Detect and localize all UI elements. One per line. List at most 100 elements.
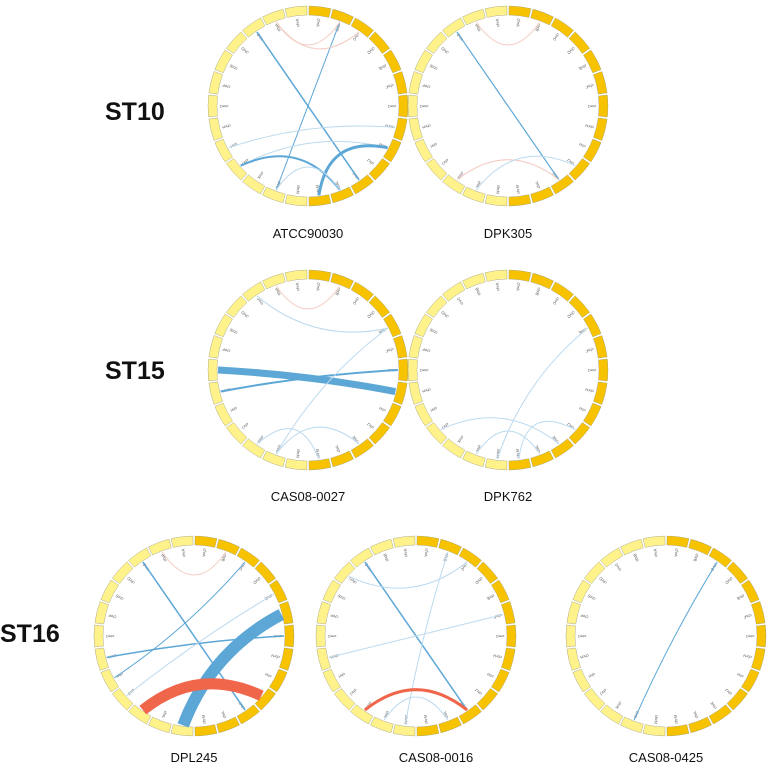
link-blue bbox=[217, 366, 397, 395]
chromosome-label: chrM bbox=[295, 449, 301, 458]
chromosome-segment bbox=[426, 422, 448, 445]
chromosome-label: chrF bbox=[221, 347, 231, 354]
chromosome-label: chrL bbox=[533, 179, 541, 189]
chromosome-segment bbox=[407, 94, 418, 118]
chromosome-label: chrD bbox=[566, 46, 576, 55]
chromosome-segment bbox=[370, 538, 394, 556]
chromosome-segment bbox=[598, 94, 609, 118]
chromosome-label: chrG bbox=[106, 634, 115, 639]
chromosome-label: chrA bbox=[424, 548, 430, 557]
chromosome-label: chrL bbox=[475, 444, 483, 454]
chromosome-segment bbox=[284, 194, 308, 207]
chromosome-segment bbox=[208, 117, 223, 141]
chromosome-segment bbox=[242, 438, 266, 459]
chromosome-segment bbox=[308, 269, 332, 282]
chromosome-label: chrL bbox=[333, 443, 341, 453]
chromosome-label: chrB bbox=[692, 553, 700, 563]
chromosome-label: chrD bbox=[126, 576, 136, 585]
plot-caption: CAS08-0027 bbox=[270, 489, 346, 504]
chromosome-label: chrJ bbox=[566, 158, 575, 167]
chromosome-segment bbox=[751, 647, 766, 671]
chromosome-segment bbox=[593, 117, 608, 141]
chromosome-segment bbox=[93, 624, 104, 648]
chromosome-segment bbox=[128, 704, 152, 725]
chromosome-label: chrD bbox=[440, 46, 450, 55]
chromosome-segment bbox=[148, 538, 172, 556]
chromosome-segment bbox=[566, 601, 581, 625]
chromosome-label: chrM bbox=[495, 185, 501, 194]
chromosome-label: chrD bbox=[474, 576, 484, 585]
chromosome-segment bbox=[383, 49, 402, 74]
chromosome-label: chrH bbox=[743, 653, 753, 660]
chromosome-segment bbox=[350, 704, 374, 725]
link-faint-blue bbox=[275, 327, 388, 455]
chromosome-label: chrI bbox=[486, 672, 494, 680]
chromosome-label: chrJ bbox=[441, 422, 450, 431]
chromosome-segment bbox=[642, 535, 666, 548]
link-faint-blue bbox=[383, 696, 449, 721]
circos-plot: chrAchrBchrCchrDchrEchrFchrGchrHchrIchrJ… bbox=[407, 5, 609, 207]
chromosome-segment bbox=[350, 438, 374, 459]
chromosome-label: chrK bbox=[614, 701, 623, 711]
chromosome-segment bbox=[550, 281, 574, 302]
chromosome-label: chrL bbox=[441, 709, 449, 719]
chromosome-segment bbox=[262, 8, 286, 26]
link-blue bbox=[633, 561, 718, 721]
chromosome-segment bbox=[350, 547, 374, 568]
chromosome-label: chrA bbox=[316, 18, 322, 27]
chromosome-segment bbox=[416, 724, 440, 737]
chromosome-label: chrA bbox=[202, 548, 208, 557]
link-blue bbox=[456, 31, 560, 181]
chromosome-label: chrL bbox=[533, 443, 541, 453]
chromosome-segment bbox=[530, 8, 554, 26]
chromosome-segment bbox=[316, 601, 331, 625]
chromosome-segment bbox=[530, 186, 554, 204]
chromosome-segment bbox=[279, 601, 294, 625]
chromosome-label: chrA bbox=[316, 282, 322, 291]
chromosome-segment bbox=[350, 174, 374, 195]
chromosome-label: chrB bbox=[274, 287, 282, 297]
chromosome-label: chrD bbox=[366, 310, 376, 319]
link-faint-blue bbox=[126, 593, 274, 697]
chromosome-segment bbox=[308, 5, 332, 18]
chromosome-label: chrM bbox=[495, 449, 501, 458]
chromosome-label: chrH bbox=[271, 653, 281, 660]
chromosome-label: chrB bbox=[632, 553, 640, 563]
link-red bbox=[139, 678, 264, 715]
chromosome-label: chrA bbox=[494, 282, 500, 291]
chromosome-label: chrH bbox=[585, 123, 595, 130]
chromosome-segment bbox=[414, 402, 433, 427]
chromosome-label: chrM bbox=[673, 715, 679, 724]
chromosome-label: chrC bbox=[460, 562, 469, 572]
chromosome-segment bbox=[408, 381, 423, 405]
chromosome-label: chrI bbox=[430, 142, 438, 150]
chromosome-label: chrG bbox=[588, 104, 597, 109]
chromosome-label: chrK bbox=[256, 171, 265, 181]
chromosome-segment bbox=[284, 5, 308, 18]
circos-plot: chrAchrBchrCchrDchrEchrFchrGchrHchrIchrJ… bbox=[207, 269, 409, 471]
chromosome-segment bbox=[350, 17, 374, 38]
chromosome-label: chrM bbox=[423, 715, 429, 724]
chromosome-label: chrD bbox=[724, 576, 734, 585]
chromosome-label: chrH bbox=[422, 387, 432, 394]
chromosome-label: chrF bbox=[107, 613, 117, 620]
chromosome-label: chrG bbox=[578, 634, 587, 639]
chromosome-segment bbox=[334, 688, 356, 711]
plot-caption: CAS08-0016 bbox=[398, 750, 474, 765]
chromosome-segment bbox=[254, 561, 276, 584]
chromosome-segment bbox=[216, 538, 240, 556]
chromosome-segment bbox=[284, 624, 295, 648]
chromosome-label: chrB bbox=[474, 23, 482, 33]
chromosome-segment bbox=[208, 335, 223, 359]
chromosome-label: chrI bbox=[588, 672, 596, 680]
chromosome-label: chrC bbox=[352, 32, 361, 42]
chromosome-segment bbox=[708, 704, 732, 725]
circos-plot: chrAchrBchrCchrDchrEchrFchrGchrHchrIchrJ… bbox=[315, 535, 517, 737]
chromosome-label: chrM bbox=[295, 185, 301, 194]
link-pink bbox=[275, 285, 341, 310]
chromosome-segment bbox=[350, 281, 374, 302]
chromosome-label: chrH bbox=[422, 123, 432, 130]
chromosome-segment bbox=[242, 281, 266, 302]
chromosome-segment bbox=[508, 269, 532, 282]
